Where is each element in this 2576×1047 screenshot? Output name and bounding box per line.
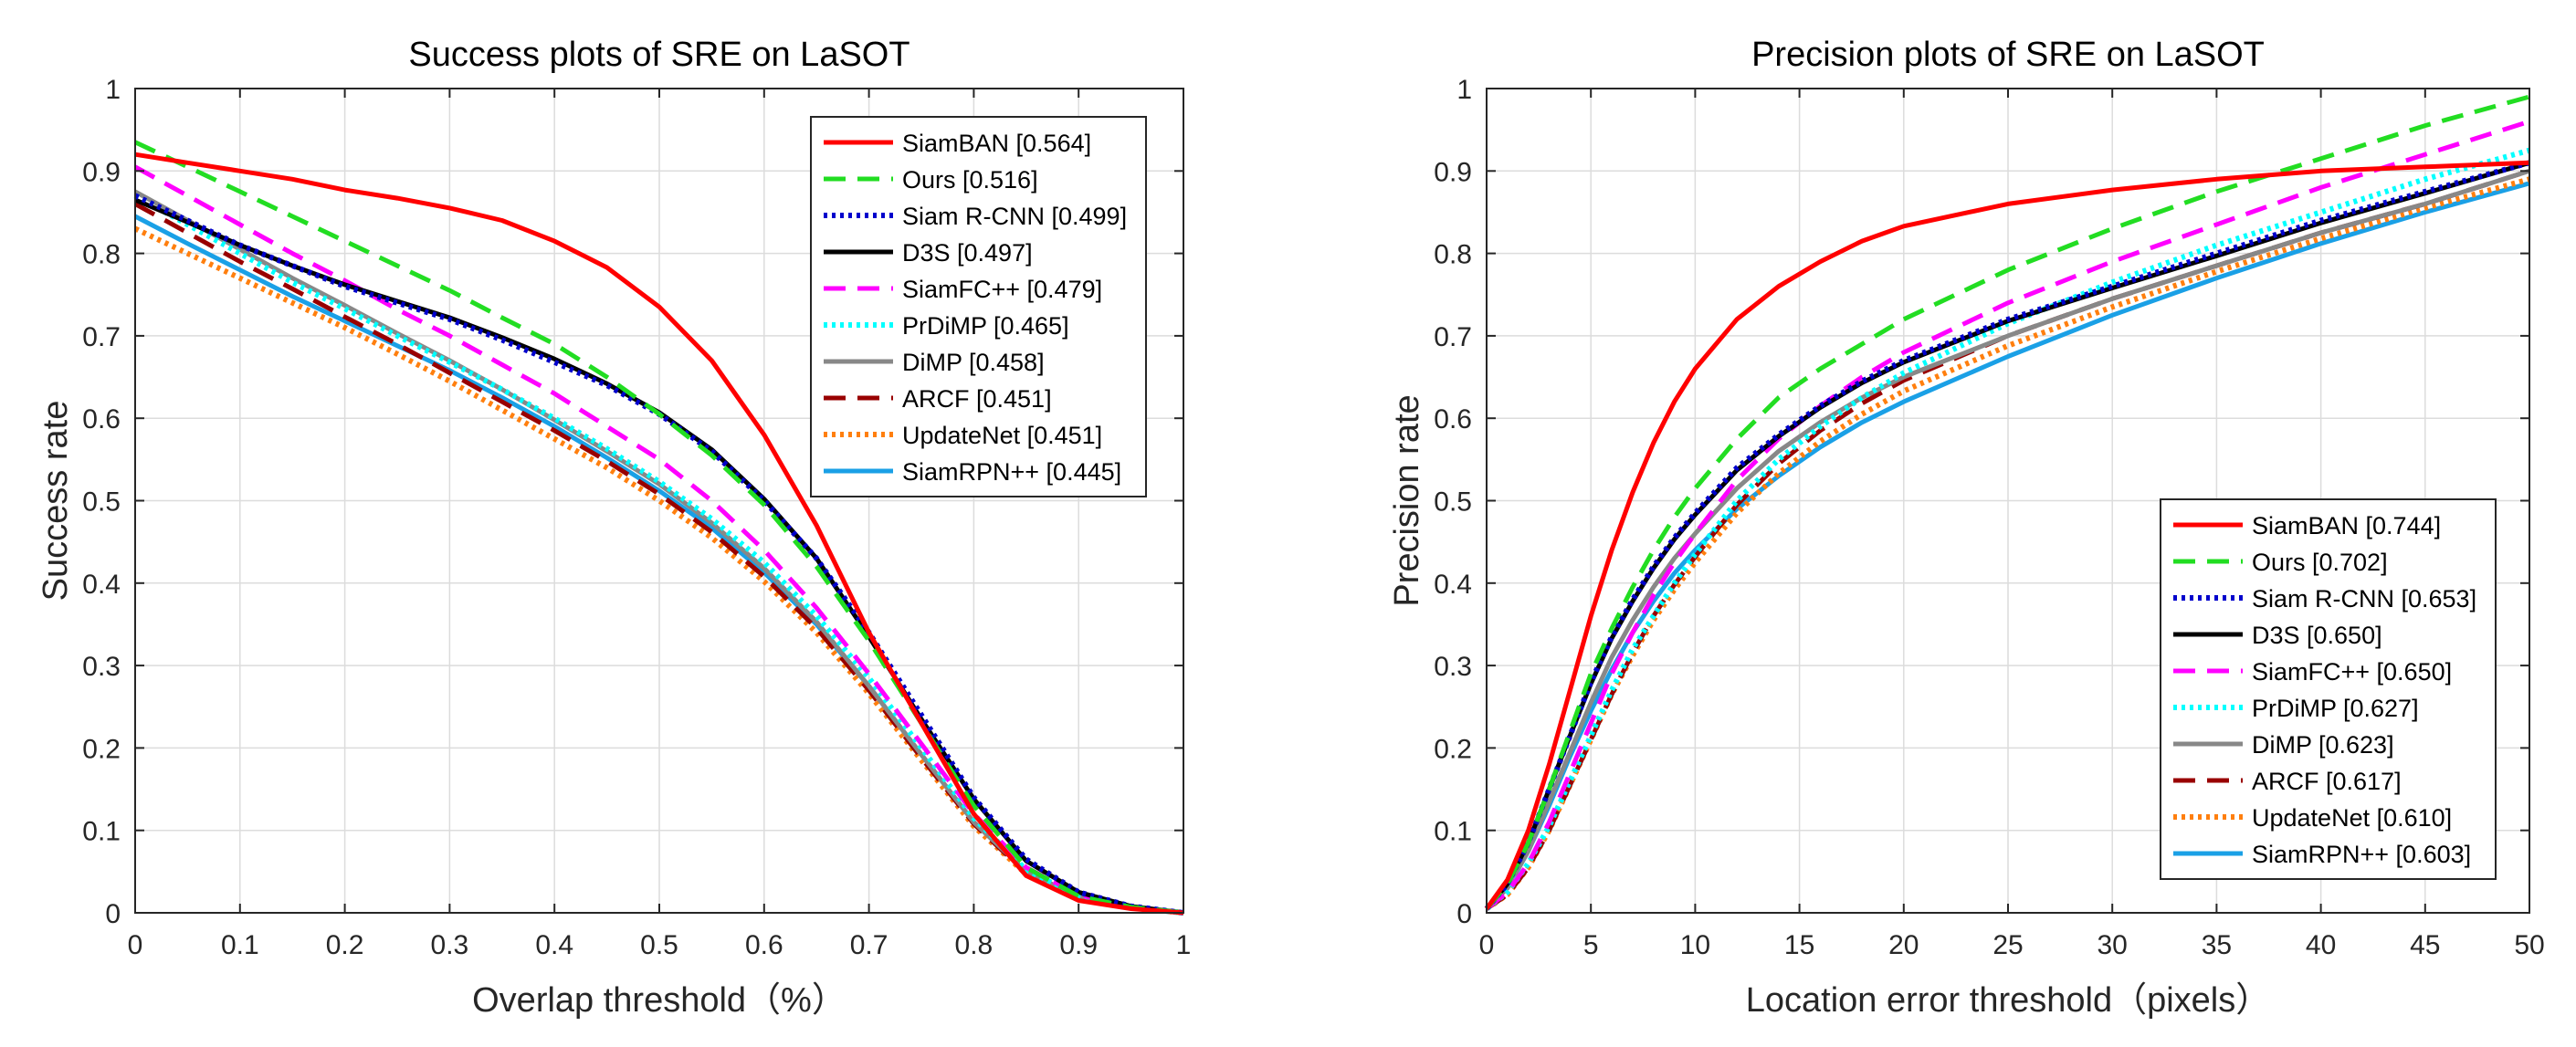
series-line (1485, 168, 2530, 911)
x-tick-label: 30 (2098, 930, 2128, 960)
x-tick-label: 0.3 (431, 930, 469, 960)
legend-label: ARCF [0.617] (2252, 768, 2402, 795)
y-tick-label: 0.3 (82, 652, 121, 682)
y-axis-label: Precision rate (1388, 394, 1426, 606)
x-tick-label: 0.5 (640, 930, 678, 960)
y-tick-label: 0.8 (1434, 240, 1472, 270)
legend-label: SiamFC++ [0.650] (2252, 658, 2452, 686)
x-tick-label: 50 (2514, 930, 2544, 960)
x-tick-label: 0.9 (1059, 930, 1098, 960)
y-axis-label: Success rate (37, 401, 75, 602)
series-line (1484, 160, 2530, 911)
chart-title: Success plots of SRE on LaSOT (408, 36, 909, 74)
legend-label: SiamFC++ [0.479] (902, 276, 1102, 303)
y-tick-label: 0 (105, 899, 121, 929)
legend-label: PrDiMP [0.465] (902, 312, 1069, 340)
legend-label: SiamBAN [0.744] (2252, 512, 2441, 539)
y-tick-label: 0.2 (82, 734, 121, 764)
y-tick-label: 0.9 (1434, 157, 1472, 187)
x-tick-label: 0.7 (850, 930, 888, 960)
x-tick-label: 0.6 (745, 930, 783, 960)
series-line (1485, 94, 2530, 911)
legend-label: Siam R-CNN [0.499] (902, 203, 1127, 230)
legend-label: Siam R-CNN [0.653] (2252, 585, 2476, 612)
legend-label: DiMP [0.623] (2252, 731, 2394, 759)
chart-title: Precision plots of SRE on LaSOT (1751, 36, 2265, 74)
legend-label: ARCF [0.451] (902, 385, 1052, 413)
series-line (133, 140, 1184, 916)
x-axis-label: Location error threshold（pixels） (1746, 981, 2271, 1020)
y-tick-label: 0.8 (82, 240, 121, 270)
y-tick-label: 0.3 (1434, 652, 1472, 682)
success-plot: 0 0.1 0.2 0.3 0.4 0.5 0.6 0.7 0.8 0.9 1 0 0.1 0.2 0.3 0… (37, 36, 1191, 1020)
x-tick-label: 15 (1784, 930, 1814, 960)
x-tick-label: 0 (128, 930, 143, 960)
y-tick-label: 0.9 (82, 157, 121, 187)
y-tick-label: 0.7 (82, 322, 121, 352)
legend-label: UpdateNet [0.610] (2252, 804, 2452, 832)
series-lines (1484, 94, 2530, 911)
y-tick-label: 0.6 (82, 404, 121, 435)
x-axis-label: Overlap threshold（%） (472, 981, 846, 1020)
legend-label: Ours [0.516] (902, 166, 1038, 194)
legend: SiamBAN [0.564] Ours [0.516] Siam R-CNN [0… (810, 116, 1147, 497)
series-lines (133, 140, 1184, 916)
y-tick-label: 0.5 (82, 487, 121, 518)
x-tick-label: 10 (1680, 930, 1710, 960)
x-tick-label: 0.8 (955, 930, 994, 960)
y-tick-label: 0.4 (82, 570, 121, 600)
y-tick-label: 0 (1456, 899, 1472, 929)
x-tick-label: 0.1 (221, 930, 259, 960)
series-line (1485, 119, 2530, 911)
x-tick-label: 0.2 (326, 930, 364, 960)
ticks: 0 0.1 0.2 0.3 0.4 0.5 0.6 0.7 0.8 0.9 1 0 0.1 0.2 0.3 0… (82, 75, 1191, 960)
y-tick-label: 0.5 (1434, 487, 1472, 518)
y-tick-label: 0.4 (1434, 570, 1472, 600)
x-tick-label: 0 (1479, 930, 1495, 960)
x-tick-label: 40 (2306, 930, 2336, 960)
legend-label: D3S [0.650] (2252, 622, 2382, 649)
x-tick-label: 1 (1176, 930, 1192, 960)
legend: SiamBAN [0.744] Ours [0.702] Siam R-CNN [0… (2160, 498, 2497, 880)
legend-label: PrDiMP [0.627] (2252, 695, 2419, 722)
series-line (1484, 160, 2530, 910)
legend-label: SiamRPN++ [0.603] (2252, 841, 2471, 868)
legend-label: Ours [0.702] (2252, 549, 2388, 576)
ticks: 0 5 10 15 20 25 30 35 40 45 50 0 0.1 0.2 0.3 0.4 0.5 0.6 0… (1434, 75, 2544, 960)
legend-label: SiamRPN++ [0.445] (902, 458, 1121, 486)
legend-label: D3S [0.497] (902, 239, 1033, 267)
y-tick-label: 1 (105, 75, 121, 105)
x-tick-label: 20 (1888, 930, 1919, 960)
x-tick-label: 25 (1992, 930, 2023, 960)
y-tick-label: 0.2 (1434, 734, 1472, 764)
legend-label: UpdateNet [0.451] (902, 422, 1102, 449)
x-tick-label: 45 (2410, 930, 2440, 960)
y-tick-label: 0.1 (82, 817, 121, 847)
y-tick-label: 0.6 (1434, 404, 1472, 435)
x-tick-label: 35 (2202, 930, 2232, 960)
y-tick-label: 0.7 (1434, 322, 1472, 352)
y-tick-label: 1 (1456, 75, 1472, 105)
series-line (134, 152, 1184, 916)
y-tick-label: 0.1 (1434, 817, 1472, 847)
x-tick-label: 5 (1583, 930, 1599, 960)
legend-label: SiamBAN [0.564] (902, 130, 1091, 157)
legend-label: DiMP [0.458] (902, 349, 1045, 376)
x-tick-label: 0.4 (535, 930, 573, 960)
precision-plot: 0 5 10 15 20 25 30 35 40 45 50 0 0.1 0.2 0.3 0.4 0.5 0.6 0… (1388, 36, 2545, 1020)
